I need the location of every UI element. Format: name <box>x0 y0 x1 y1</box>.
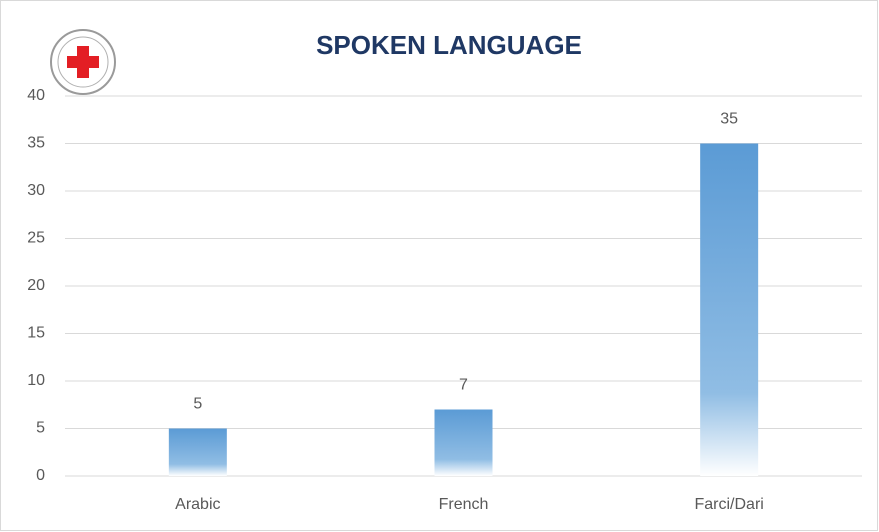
y-tick-label: 20 <box>27 277 45 294</box>
x-tick-label: French <box>439 496 489 513</box>
data-label: 7 <box>459 377 468 394</box>
y-tick-label: 10 <box>27 372 45 389</box>
y-tick-label: 40 <box>27 87 45 104</box>
y-tick-label: 35 <box>27 135 45 152</box>
y-tick-label: 30 <box>27 182 45 199</box>
logo <box>50 29 116 95</box>
data-label: 35 <box>720 111 738 128</box>
plot-area: 0 5 10 15 20 25 30 35 40 Arabic 5 French 7 Farci/Dari… <box>27 87 862 513</box>
y-tick-label: 5 <box>36 420 45 437</box>
data-label: 5 <box>193 396 202 413</box>
bar <box>700 143 759 476</box>
bar <box>434 409 493 476</box>
y-tick-label: 0 <box>36 467 45 484</box>
x-tick-label: Farci/Dari <box>694 496 763 513</box>
chart-title: SPOKEN LANGUAGE <box>316 30 582 60</box>
y-tick-label: 25 <box>27 230 45 247</box>
x-tick-label: Arabic <box>175 496 220 513</box>
y-tick-label: 15 <box>27 325 45 342</box>
bar <box>168 428 227 476</box>
